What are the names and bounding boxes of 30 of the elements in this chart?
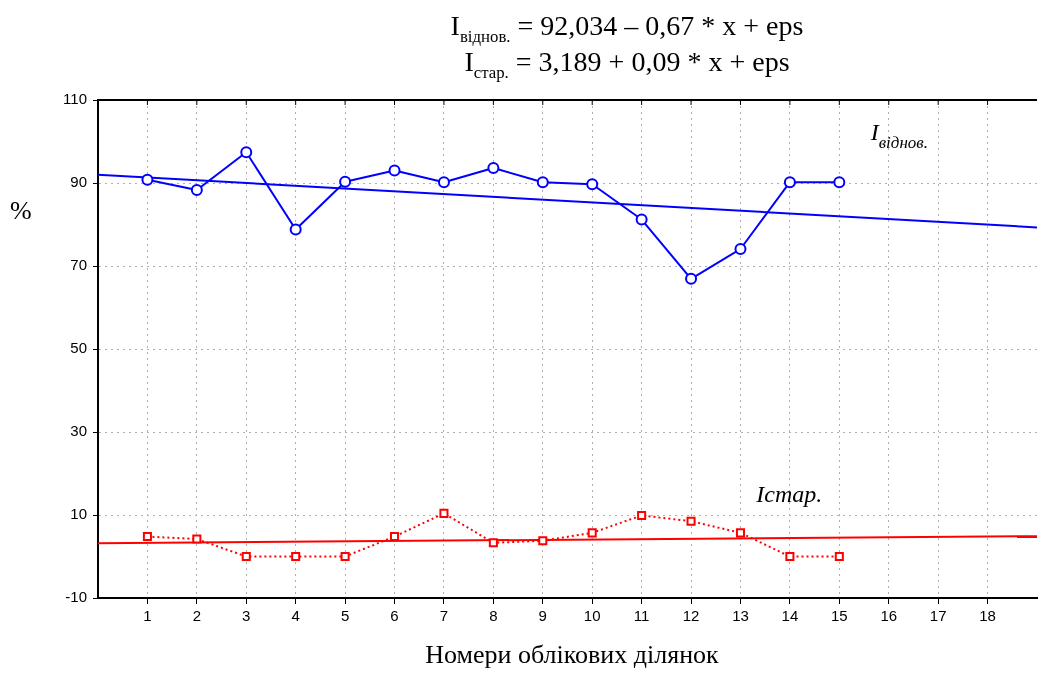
x-tick-label: 5	[340, 607, 350, 625]
x-tick-label: 18	[979, 607, 996, 625]
x-tick-label: 3	[242, 607, 251, 625]
y-tick-label: -10	[65, 588, 87, 606]
chart-subtitle: I$_{стар.}$ = 3,189 + 0,09 * x + eps	[463, 46, 791, 83]
x-tick-label: 9	[538, 607, 547, 625]
x-tick-label: 4	[291, 607, 300, 625]
x-tick-label: 17	[929, 607, 947, 625]
y-tick-label: 70	[70, 256, 87, 274]
x-tick-label: 8	[489, 607, 498, 625]
x-tick-label: 15	[830, 607, 848, 625]
x-tick-label: 11	[633, 607, 650, 625]
x-tick-label: 14	[781, 607, 799, 625]
y-tick-label: 10	[70, 505, 87, 523]
x-tick-label: 6	[390, 607, 399, 625]
y-tick-label: 90	[70, 173, 87, 191]
x-tick-label: 2	[192, 607, 202, 625]
x-axis-title: Номери облікових ділянок	[424, 640, 720, 670]
x-tick-label: 13	[732, 607, 749, 625]
x-tick-label: 16	[880, 607, 898, 625]
x-tick-label: 10	[583, 607, 601, 625]
x-tick-label: 1	[143, 607, 152, 625]
y-axis-title: %	[10, 196, 32, 226]
chart-title: I$_{віднов.}$ = 92,034 – 0,67 * x + eps	[449, 10, 805, 47]
x-tick-label: 7	[439, 607, 449, 625]
y-tick-label: 50	[70, 339, 87, 357]
y-tick-label: 110	[63, 90, 87, 108]
series-label: Icmap.	[755, 480, 823, 507]
y-tick-label: 30	[70, 422, 87, 440]
x-tick-label: 12	[682, 607, 700, 625]
